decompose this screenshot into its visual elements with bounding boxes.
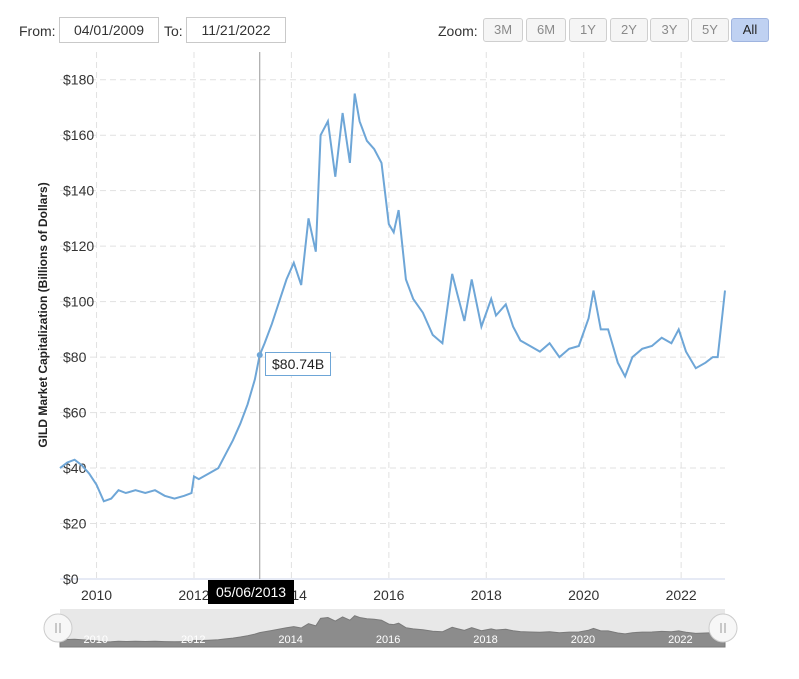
navigator-tick-label: 2012 — [181, 634, 205, 646]
zoom-all-button[interactable]: All — [731, 18, 769, 42]
x-tick-label: 2020 — [568, 587, 599, 603]
zoom-3m-button[interactable]: 3M — [483, 18, 523, 42]
zoom-5y-button[interactable]: 5Y — [691, 18, 729, 42]
x-tick-label: 2016 — [373, 587, 404, 603]
y-tick-label: $140 — [63, 183, 94, 199]
x-tick-label: 2022 — [666, 587, 697, 603]
zoom-6m-button[interactable]: 6M — [526, 18, 566, 42]
to-date-input[interactable]: 11/21/2022 — [186, 17, 286, 43]
navigator-left-handle[interactable] — [43, 613, 73, 643]
y-tick-label: $20 — [63, 516, 87, 532]
grid-lines — [60, 52, 725, 580]
tooltip-date-flag: 05/06/2013 — [208, 580, 295, 604]
y-tick-label: $0 — [63, 571, 79, 587]
navigator-tick-label: 2016 — [376, 634, 400, 646]
from-date-input[interactable]: 04/01/2009 — [59, 17, 159, 43]
y-axis-ticks: $0$20$40$60$80$100$120$140$160$180 — [63, 72, 94, 587]
y-tick-label: $80 — [63, 349, 87, 365]
navigator-series-area — [59, 615, 726, 648]
from-label: From: — [19, 23, 56, 39]
navigator-right-handle[interactable] — [708, 613, 738, 643]
zoom-label: Zoom: — [438, 23, 478, 39]
navigator: 2010 2012 2014 2016 2018 2020 2022 — [43, 609, 738, 648]
navigator-tick-label: 2018 — [473, 634, 497, 646]
navigator-tick-label: 2010 — [84, 634, 108, 646]
zoom-3y-button[interactable]: 3Y — [650, 18, 689, 42]
x-tick-label: 2010 — [81, 587, 112, 603]
y-tick-label: $60 — [63, 405, 87, 421]
hover-point — [256, 352, 263, 359]
x-tick-label: 2012 — [178, 587, 209, 603]
series-line-market-cap — [59, 93, 726, 503]
y-tick-label: $100 — [63, 294, 94, 310]
y-tick-label: $160 — [63, 127, 94, 143]
y-tick-label: $120 — [63, 238, 94, 254]
navigator-tick-label: 2022 — [668, 634, 692, 646]
to-label: To: — [164, 23, 183, 39]
tooltip-value: $80.74B — [265, 352, 332, 376]
y-tick-label: $180 — [63, 72, 94, 88]
y-axis-title: GILD Market Capitalization (Billions of … — [36, 182, 50, 447]
navigator-tick-label: 2014 — [278, 634, 302, 646]
zoom-2y-button[interactable]: 2Y — [610, 18, 648, 42]
navigator-tick-label: 2020 — [571, 634, 595, 646]
range-selector: From: 04/01/2009 To: 11/21/2022 Zoom: 3M… — [0, 17, 799, 45]
zoom-1y-button[interactable]: 1Y — [569, 18, 607, 42]
x-tick-label: 2018 — [471, 587, 502, 603]
